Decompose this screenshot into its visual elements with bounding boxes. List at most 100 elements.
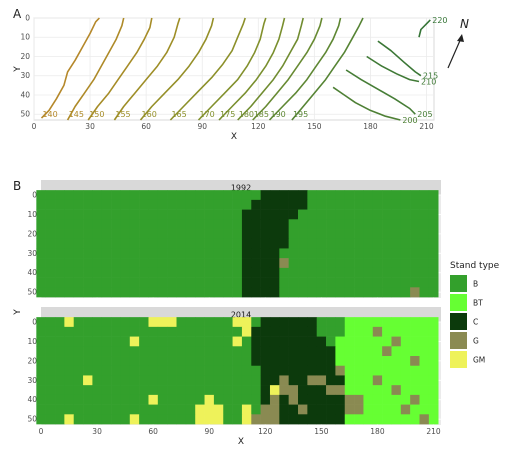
heatmap-cell-B: [120, 365, 131, 376]
heatmap-cell-BT: [354, 356, 364, 367]
heatmap-cell-B: [176, 190, 187, 201]
heatmap-cell-C: [260, 209, 271, 220]
heatmap-cell-B: [111, 258, 121, 269]
heatmap-cell-B: [64, 336, 75, 347]
y-tick-label: 10: [27, 337, 37, 346]
heatmap-cell-B: [185, 287, 196, 298]
heatmap-cell-B: [185, 209, 196, 220]
y-tick-label: 50: [27, 415, 37, 424]
heatmap-cell-B: [64, 199, 75, 210]
heatmap-cell-B: [232, 365, 243, 376]
heatmap-cell-BT: [344, 346, 355, 357]
heatmap-cell-BT: [400, 317, 411, 328]
heatmap-cell-B: [335, 238, 346, 249]
heatmap-cell-B: [111, 199, 121, 210]
heatmap-cell-B: [120, 346, 131, 357]
heatmap-cell-C: [288, 336, 299, 347]
heatmap-cell-B: [279, 287, 289, 298]
contour-line: [66, 17, 125, 121]
heatmap-cell-B: [326, 336, 336, 347]
contour-label: 205: [417, 110, 432, 119]
x-tick-label: 180: [363, 122, 378, 131]
heatmap-cell-B: [176, 326, 187, 337]
heatmap-cell-C: [307, 365, 318, 376]
heatmap-cell-B: [176, 229, 187, 240]
heatmap-cell-B: [83, 190, 93, 201]
heatmap-cell-B: [223, 375, 233, 386]
heatmap-cell-BT: [363, 346, 374, 357]
heatmap-cell-B: [213, 317, 224, 328]
heatmap-cell-C: [260, 365, 271, 376]
heatmap-cell-B: [185, 267, 196, 278]
heatmap-cell-B: [129, 199, 140, 210]
y-tick-label: 0: [25, 14, 30, 23]
heatmap-cell-B: [167, 404, 177, 415]
heatmap-cell-B: [307, 248, 318, 259]
heatmap-cell-B: [185, 336, 196, 347]
heatmap-cell-G: [269, 404, 280, 415]
heatmap-cell-B: [120, 248, 131, 259]
heatmap-cell-B: [157, 267, 168, 278]
heatmap-cell-B: [363, 209, 374, 220]
heatmap-cell-GM: [241, 326, 252, 337]
heatmap-cell-B: [213, 258, 224, 269]
heatmap-cell-B: [298, 219, 308, 230]
heatmap-cell-B: [55, 385, 65, 396]
heatmap-cell-BT: [428, 394, 439, 405]
heatmap-cell-G: [391, 385, 402, 396]
heatmap-cell-B: [241, 394, 252, 405]
heatmap-cell-B: [185, 414, 196, 425]
heatmap-cell-B: [167, 385, 177, 396]
heatmap-cell-B: [36, 258, 46, 269]
x-tick-label: 30: [85, 122, 95, 131]
heatmap-cell-B: [288, 277, 299, 288]
contour-line: [366, 55, 420, 83]
heatmap-cell-B: [148, 356, 159, 367]
heatmap-cell-B: [223, 248, 233, 259]
heatmap-cell-C: [251, 258, 261, 269]
heatmap-cell-G: [279, 385, 289, 396]
heatmap-cell-B: [101, 287, 112, 298]
heatmap-cell-B: [55, 394, 65, 405]
heatmap-cell-C: [326, 356, 336, 367]
heatmap-cell-C: [288, 404, 299, 415]
heatmap-cell-C: [260, 258, 271, 269]
heatmap-cell-C: [298, 190, 308, 201]
heatmap-cell-C: [269, 277, 280, 288]
heatmap-cell-B: [36, 375, 46, 386]
heatmap-cell-C: [316, 394, 327, 405]
contour-label: 195: [293, 110, 308, 119]
heatmap-cell-B: [92, 336, 103, 347]
heatmap-cell-BT: [382, 317, 392, 328]
heatmap-cell-B: [36, 385, 46, 396]
heatmap-cell-B: [372, 229, 383, 240]
heatmap-cell-B: [92, 199, 103, 210]
heatmap-cell-B: [176, 346, 187, 357]
heatmap-cell-B: [101, 209, 112, 220]
heatmap-cell-B: [372, 287, 383, 298]
heatmap-cell-B: [316, 267, 327, 278]
heatmap-cell-BT: [382, 336, 392, 347]
heatmap-cell-B: [64, 248, 75, 259]
heatmap-cell-BT: [363, 414, 374, 425]
heatmap-cell-B: [139, 258, 149, 269]
heatmap-cell-B: [55, 258, 65, 269]
heatmap-cell-B: [195, 326, 205, 337]
heatmap-cell-B: [148, 190, 159, 201]
heatmap-cell-C: [269, 365, 280, 376]
y-tick-label: 30: [27, 376, 37, 385]
heatmap-cell-BT: [410, 317, 420, 328]
heatmap-cell-B: [83, 238, 93, 249]
heatmap-cell-C: [326, 375, 336, 386]
heatmap-cell-B: [354, 248, 364, 259]
heatmap-cell-B: [428, 248, 439, 259]
heatmap-cell-C: [316, 365, 327, 376]
heatmap-cell-BT: [391, 356, 402, 367]
heatmap-cell-B: [176, 317, 187, 328]
x-axis-title: X: [238, 437, 244, 447]
contour-label: 165: [171, 110, 186, 119]
y-tick-label: 10: [27, 210, 37, 219]
heatmap-cell-C: [335, 404, 346, 415]
heatmap-cell-BT: [335, 336, 346, 347]
heatmap-cell-B: [326, 209, 336, 220]
